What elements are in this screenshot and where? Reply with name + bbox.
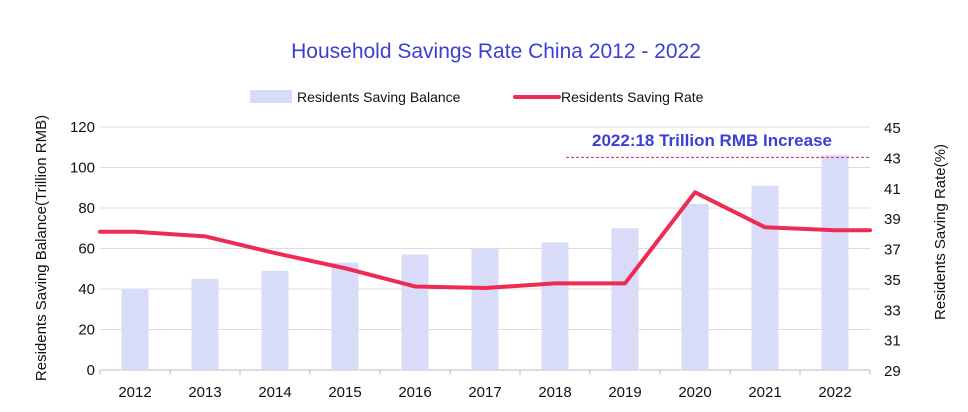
x-tick-label: 2014: [258, 384, 291, 401]
x-tick-label: 2017: [468, 384, 501, 401]
saving-rate-line: [98, 190, 872, 290]
bar-2013: [191, 278, 219, 370]
y-left-tick-label: 0: [87, 362, 95, 379]
y-left-tick-label: 100: [70, 160, 95, 177]
bar-2012: [121, 289, 149, 370]
y-axis-right: 29 31 33 35 37 39 41 43 45: [884, 120, 901, 380]
legend-label-line: Residents Saving Rate: [561, 89, 704, 105]
y-left-tick-label: 60: [78, 241, 95, 258]
y-right-tick-label: 29: [884, 363, 901, 380]
y-left-tick-label: 20: [78, 322, 95, 339]
y-right-tick-label: 37: [884, 242, 901, 259]
y-right-tick-label: 45: [884, 120, 901, 137]
legend-swatch-bar: [250, 90, 292, 103]
y-axis-left: 0 20 40 60 80 100 120: [70, 119, 95, 379]
bar-2015: [331, 262, 359, 370]
bar-2021: [751, 185, 779, 370]
x-tick-label: 2020: [678, 384, 711, 401]
bar-2014: [261, 270, 289, 370]
legend: Residents Saving Balance Residents Savin…: [250, 89, 704, 105]
x-tick-label: 2012: [118, 384, 151, 401]
y-right-tick-label: 43: [884, 150, 901, 167]
x-tick-label: 2021: [748, 384, 781, 401]
x-tick-label: 2013: [188, 384, 221, 401]
y-right-tick-label: 33: [884, 302, 901, 319]
x-tick-label: 2016: [398, 384, 431, 401]
y-right-tick-label: 35: [884, 272, 901, 289]
bars: [121, 155, 849, 370]
y-right-tick-label: 31: [884, 333, 901, 350]
x-tick-label: 2018: [538, 384, 571, 401]
y-left-tick-label: 40: [78, 281, 95, 298]
y-axis-right-title: Residents Saving Rate(%): [932, 144, 949, 320]
x-tick-label: 2015: [328, 384, 361, 401]
x-tick-label: 2022: [818, 384, 851, 401]
chart-title: Household Savings Rate China 2012 - 2022: [291, 40, 701, 63]
y-right-tick-label: 41: [884, 181, 901, 198]
bar-2018: [541, 242, 569, 370]
y-left-tick-label: 80: [78, 200, 95, 217]
bar-2019: [611, 228, 639, 370]
annotation: 2022:18 Trillion RMB Increase: [566, 131, 870, 158]
bar-2016: [401, 254, 429, 370]
bar-2020: [681, 203, 709, 370]
legend-label-bar: Residents Saving Balance: [297, 89, 461, 105]
annotation-text: 2022:18 Trillion RMB Increase: [592, 131, 832, 150]
x-tick-label: 2019: [608, 384, 641, 401]
y-right-tick-label: 39: [884, 211, 901, 228]
y-left-tick-label: 120: [70, 119, 95, 136]
bar-2017: [471, 248, 499, 370]
y-axis-left-title: Residents Saving Balance(Trillion RMB): [33, 115, 50, 381]
saving-rate-polyline: [98, 190, 872, 290]
bar-2022: [821, 155, 849, 370]
x-axis: 2012 2013 2014 2015 2016 2017 2018 2019 2020 2021…: [99, 370, 871, 401]
